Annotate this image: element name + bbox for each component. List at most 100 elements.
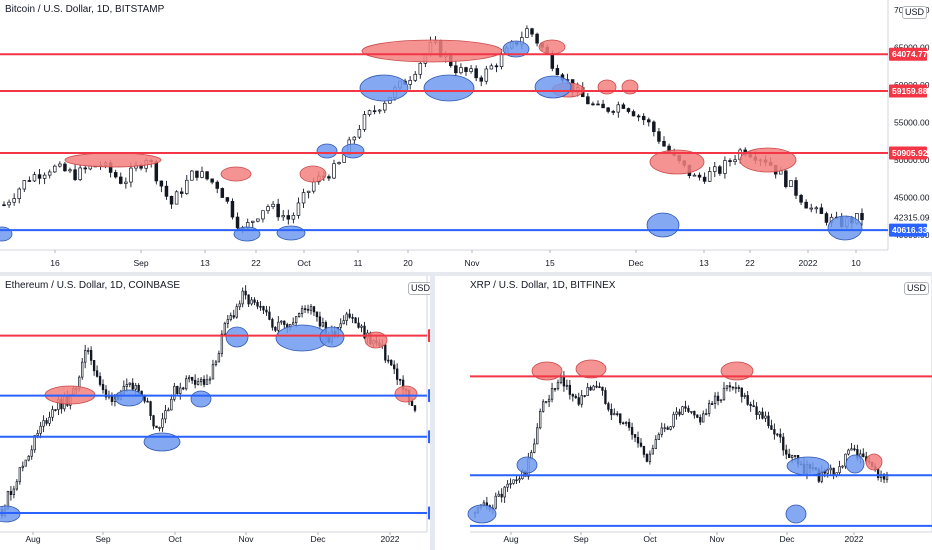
btc-time-tick-label: 16 xyxy=(50,258,60,268)
eth-candle-up xyxy=(229,315,232,320)
xrp-candle-up xyxy=(648,453,652,462)
eth-candle-up xyxy=(360,325,363,328)
eth-currency-label[interactable]: USD xyxy=(408,282,430,295)
eth-candle-down xyxy=(262,306,265,311)
btc-candle-up xyxy=(42,174,47,179)
btc-chart-svg[interactable]: 70000.0065000.0060000.0055000.0050000.00… xyxy=(0,0,932,272)
btc-resistance-highlight xyxy=(361,39,503,63)
btc-candle-down xyxy=(169,195,174,205)
btc-time-tick-label: Oct xyxy=(297,258,311,268)
eth-candle-up xyxy=(125,384,128,387)
btc-price-tick-label: 50000.00 xyxy=(894,155,930,165)
xrp-candle-up xyxy=(719,399,723,402)
xrp-candle-up xyxy=(651,448,655,455)
btc-candle-down xyxy=(819,207,824,214)
xrp-candle-up xyxy=(512,479,515,484)
eth-candle-up xyxy=(309,306,313,311)
btc-last-price-label: 42315.09 xyxy=(894,212,930,222)
btc-candle-down xyxy=(454,65,458,74)
btc-support-highlight xyxy=(276,225,306,241)
eth-candle-up xyxy=(164,410,167,420)
eth-candle-up xyxy=(339,323,342,328)
xrp-candle-up xyxy=(539,410,542,429)
eth-candle-down xyxy=(413,405,417,411)
btc-candle-down xyxy=(804,201,808,209)
eth-candle-down xyxy=(384,344,387,361)
xrp-resistance-highlight xyxy=(575,359,607,379)
btc-candle-up xyxy=(281,215,285,218)
eth-candle-down xyxy=(193,379,197,385)
xrp-candle-down xyxy=(616,413,619,416)
xrp-candle-up xyxy=(850,448,853,451)
eth-candle-up xyxy=(51,409,54,418)
xrp-candle-down xyxy=(779,433,782,438)
btc-candle-down xyxy=(276,203,280,218)
xrp-resistance-highlight xyxy=(865,453,883,471)
btc-candle-down xyxy=(27,180,32,182)
btc-resistance-level-tag xyxy=(889,146,927,160)
btc-candle-up xyxy=(271,203,275,207)
vertical-divider[interactable] xyxy=(430,276,435,550)
eth-candle-up xyxy=(12,488,16,495)
eth-candle-up xyxy=(241,290,244,305)
btc-support-highlight xyxy=(359,74,409,102)
xrp-candle-up xyxy=(660,427,663,435)
xrp-candle-up xyxy=(722,387,726,401)
btc-currency-label[interactable]: USD xyxy=(902,6,928,19)
btc-candle-up xyxy=(484,68,489,82)
xrp-candle-down xyxy=(767,415,770,426)
eth-candle-up xyxy=(173,385,176,400)
xrp-candle-up xyxy=(580,395,583,405)
btc-time-tick-label: Nov xyxy=(464,258,480,268)
eth-candle-down xyxy=(363,325,366,339)
xrp-candle-up xyxy=(497,493,500,497)
btc-candle-down xyxy=(586,96,590,105)
xrp-candle-up xyxy=(533,443,536,453)
btc-candle-up xyxy=(296,202,301,216)
xrp-support-highlight xyxy=(467,504,497,524)
xrp-currency-label[interactable]: USD xyxy=(904,282,930,295)
btc-candle-down xyxy=(83,167,87,170)
xrp-candle-down xyxy=(776,433,779,436)
xrp-candle-up xyxy=(847,449,850,455)
eth-candle-up xyxy=(214,361,218,366)
xrp-candle-up xyxy=(494,495,497,509)
xrp-candle-down xyxy=(574,395,577,398)
eth-candle-down xyxy=(152,415,155,427)
btc-candle-up xyxy=(723,160,727,174)
btc-candle-up xyxy=(814,207,819,210)
btc-time-tick-label: 2022 xyxy=(799,258,818,268)
xrp-candle-up xyxy=(654,439,657,449)
eth-candle-up xyxy=(128,382,131,385)
eth-candle-down xyxy=(253,299,256,303)
eth-time-tick-label: Sep xyxy=(95,534,110,544)
eth-candle-down xyxy=(390,359,393,366)
btc-candle-down xyxy=(230,200,235,218)
eth-candle-up xyxy=(196,381,200,385)
xrp-candle-up xyxy=(702,413,705,423)
btc-time-tick-label: 11 xyxy=(354,258,363,268)
xrp-candle-up xyxy=(838,466,841,474)
xrp-candle-up xyxy=(841,465,844,468)
eth-support-highlight xyxy=(143,432,181,452)
eth-candle-up xyxy=(167,409,170,412)
eth-chart-svg[interactable]: 4800.004400.003600.003300.002800.002400.… xyxy=(0,276,430,550)
btc-candle-down xyxy=(596,103,600,106)
btc-candle-down xyxy=(220,188,225,198)
xrp-chart-svg[interactable]: 1.800001.600001.400001.200001.000000.600… xyxy=(435,276,932,550)
eth-candle-down xyxy=(146,400,149,403)
xrp-candle-up xyxy=(844,453,847,467)
xrp-time-tick-label: Nov xyxy=(709,534,725,544)
eth-candle-down xyxy=(190,376,194,381)
xrp-candle-up xyxy=(544,401,548,403)
eth-candle-up xyxy=(342,320,345,325)
xrp-support-highlight xyxy=(785,504,807,524)
btc-resistance-highlight xyxy=(538,39,566,55)
btc-support-highlight xyxy=(423,74,475,102)
horizontal-divider[interactable] xyxy=(0,272,932,276)
eth-candle-up xyxy=(294,316,298,324)
btc-candle-up xyxy=(352,136,357,141)
eth-candle-up xyxy=(199,378,203,383)
btc-candle-up xyxy=(489,65,494,70)
eth-candle-up xyxy=(81,361,84,378)
